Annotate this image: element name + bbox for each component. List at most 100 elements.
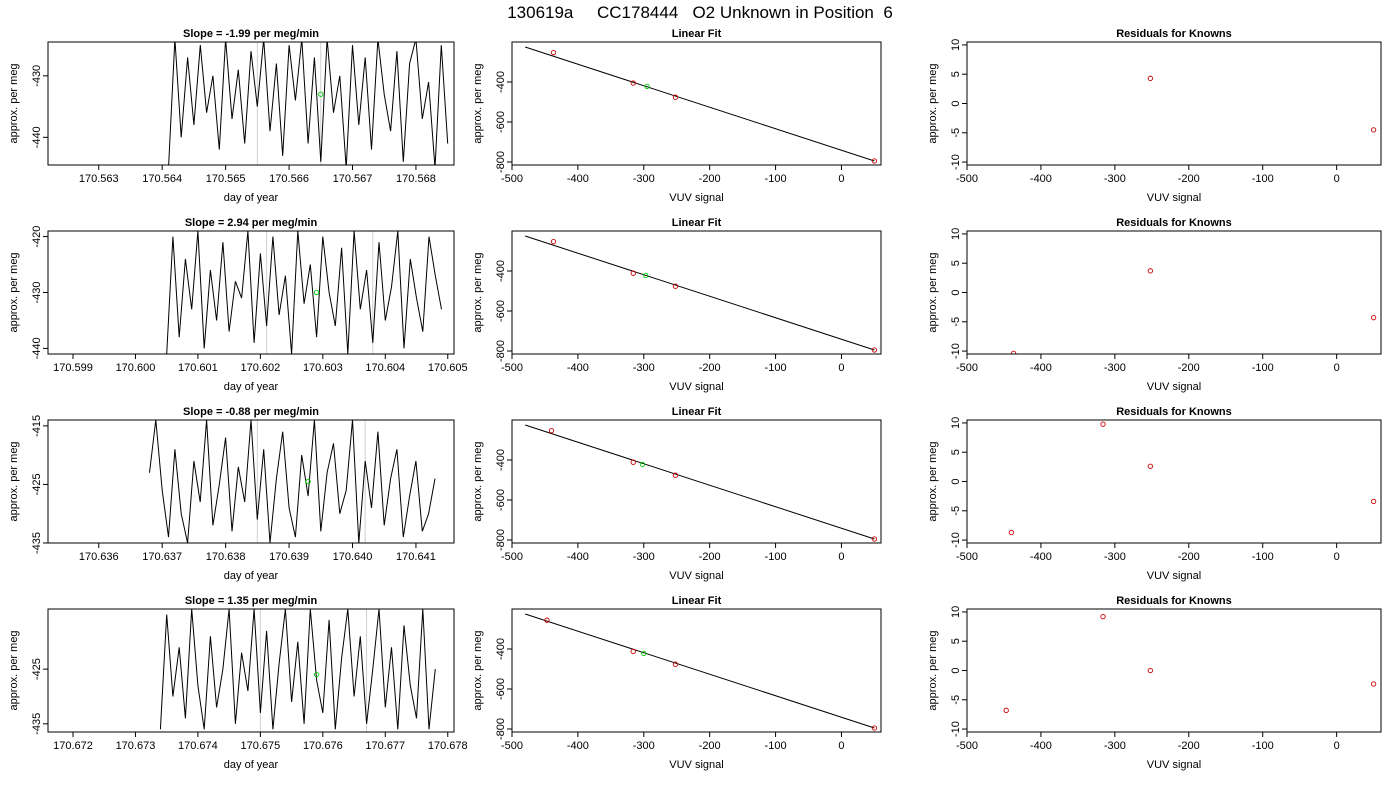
- plot-frame: [511, 41, 882, 166]
- plot-frame: [47, 608, 455, 733]
- y-axis-label: approx. per meg: [927, 441, 939, 521]
- x-tick-label: -300: [633, 362, 655, 374]
- x-tick-label: -400: [567, 551, 589, 563]
- chart-title: Linear Fit: [672, 28, 722, 40]
- x-tick-label: 170.672: [53, 740, 93, 752]
- x-tick-label: -300: [633, 740, 655, 752]
- y-axis-label: approx. per meg: [472, 630, 484, 710]
- known-point: [871, 158, 878, 164]
- known-point: [871, 725, 878, 731]
- y-tick-label: 5: [950, 449, 962, 455]
- x-axis-label: VUV signal: [1147, 192, 1201, 204]
- y-tick-label: -10: [950, 154, 962, 170]
- chart-panel-3: Residuals for Knowns-500 -400 -300 -200 -100…: [927, 28, 1382, 204]
- x-tick-label: 0: [1334, 551, 1340, 563]
- unknown-point: [313, 289, 320, 296]
- x-tick-label: -400: [567, 173, 589, 185]
- x-tick-label: 170.568: [396, 173, 436, 185]
- x-tick-label: -300: [1104, 173, 1126, 185]
- x-tick-label: 170.600: [116, 362, 156, 374]
- x-tick-label: -200: [1178, 551, 1200, 563]
- fit-line: [525, 424, 875, 540]
- x-tick-label: -100: [1252, 362, 1274, 374]
- plot-frame: [47, 41, 455, 166]
- y-tick-label: -600: [495, 300, 507, 322]
- plot-area: [149, 420, 436, 543]
- known-point: [1008, 529, 1015, 536]
- x-tick-label: 170.638: [206, 551, 246, 563]
- plot-frame: [511, 608, 882, 733]
- x-tick-label: 0: [838, 740, 844, 752]
- x-tick-label: 0: [838, 551, 844, 563]
- x-tick-label: -500: [501, 740, 523, 752]
- chart-panel-6: Residuals for Knowns-500 -400 -300 -200 -100…: [927, 217, 1382, 393]
- y-tick-label: -400: [495, 638, 507, 660]
- plot-area: [166, 231, 442, 354]
- x-tick-label: -100: [1252, 551, 1274, 563]
- x-tick-label: -100: [765, 362, 787, 374]
- y-axis-label: approx. per meg: [8, 252, 20, 332]
- chart-title: Linear Fit: [672, 406, 722, 418]
- known-point: [672, 94, 679, 100]
- unknown-point: [305, 478, 311, 485]
- y-tick-label: -5: [950, 128, 962, 138]
- data-series-line: [168, 42, 449, 165]
- x-tick-label: -400: [1030, 551, 1052, 563]
- x-tick-label: 170.605: [428, 362, 468, 374]
- x-tick-label: -500: [501, 551, 523, 563]
- plot-area: [525, 46, 878, 164]
- x-tick-label: -200: [699, 740, 721, 752]
- x-tick-label: -400: [1030, 173, 1052, 185]
- chart-title: Slope = -0.88 per meg/min: [183, 406, 319, 418]
- x-tick-label: 170.640: [333, 551, 373, 563]
- known-point: [1370, 681, 1377, 687]
- known-point: [1010, 350, 1017, 354]
- known-point: [672, 472, 679, 478]
- x-tick-label: -500: [501, 362, 523, 374]
- fit-line: [525, 46, 875, 162]
- y-tick-label: -10: [950, 721, 962, 737]
- y-axis-label: approx. per meg: [927, 252, 939, 332]
- y-tick-label: -800: [495, 151, 507, 173]
- known-point: [1370, 498, 1377, 505]
- y-tick-label: 10: [950, 228, 962, 240]
- chart-title: Linear Fit: [672, 217, 722, 229]
- x-tick-label: 170.637: [142, 551, 182, 563]
- y-axis-label: approx. per meg: [472, 441, 484, 521]
- page-title: 130619a CC178444 O2 Unknown in Position …: [507, 3, 893, 22]
- x-tick-label: -200: [699, 362, 721, 374]
- x-tick-label: -300: [633, 551, 655, 563]
- y-tick-label: -10: [950, 532, 962, 548]
- x-tick-label: -500: [956, 173, 978, 185]
- x-axis-label: day of year: [224, 570, 279, 582]
- x-tick-label: -300: [1104, 551, 1126, 563]
- plot-area: [525, 613, 878, 731]
- x-tick-label: 170.567: [333, 173, 373, 185]
- y-axis-label: approx. per meg: [8, 63, 20, 143]
- chart-panel-8: Linear Fit -500 -400 -300 -200 -100 0 -400 -600 -…: [472, 406, 882, 582]
- known-point: [1100, 613, 1106, 620]
- y-tick-label: -425: [31, 473, 43, 495]
- x-tick-label: -200: [1178, 740, 1200, 752]
- x-axis-label: VUV signal: [1147, 759, 1201, 771]
- unknown-point: [639, 461, 646, 468]
- fit-line: [525, 235, 875, 351]
- chart-title: Residuals for Knowns: [1116, 217, 1232, 229]
- data-series-line: [166, 231, 442, 354]
- chart-panel-9: Residuals for Knowns-500 -400 -300 -200 -100…: [927, 406, 1382, 582]
- x-tick-label: 170.599: [53, 362, 93, 374]
- unknown-point: [313, 671, 320, 678]
- y-tick-label: -435: [31, 532, 43, 554]
- x-tick-label: 0: [1334, 173, 1340, 185]
- y-axis-label: approx. per meg: [472, 63, 484, 143]
- x-tick-label: -400: [1030, 362, 1052, 374]
- y-tick-label: 5: [950, 260, 962, 266]
- x-tick-label: -300: [1104, 362, 1126, 374]
- y-axis-label: approx. per meg: [927, 630, 939, 710]
- known-point: [544, 617, 550, 623]
- x-axis-label: VUV signal: [1147, 570, 1201, 582]
- chart-title: Slope = 2.94 per meg/min: [185, 217, 318, 229]
- x-tick-label: 170.565: [206, 173, 246, 185]
- chart-panel-12: Residuals for Knowns-500 -400 -300 -200 -100…: [927, 595, 1382, 771]
- plot-area: [1147, 75, 1377, 133]
